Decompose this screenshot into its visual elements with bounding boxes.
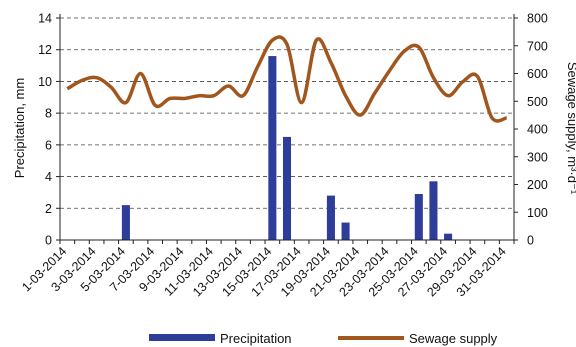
sewage-supply-line [66,35,508,123]
left-tick-label: 10 [38,75,52,89]
precipitation-bar [429,181,438,240]
right-tick-label: 500 [527,95,548,109]
right-tick-label: 800 [527,12,548,26]
right-tick-label: 400 [527,123,548,137]
right-axis-title: Sewage supply, m³·d⁻¹ [565,62,576,195]
sewage-supply-line-layer [66,35,508,123]
legend-swatch-precipitation [149,334,215,341]
left-tick-label: 0 [45,234,52,248]
left-tick-label: 6 [45,138,52,152]
left-tick-label: 2 [45,202,52,216]
left-axis-tick-labels: 0 2 4 6 8 10 12 14 [38,12,52,248]
right-tick-label: 700 [527,39,548,53]
precipitation-bar [282,136,292,240]
left-axis-title: Precipitation, mm [12,78,27,178]
left-tick-label: 8 [45,107,52,121]
left-tick-label: 4 [45,170,52,184]
precipitation-bar [414,194,423,240]
axes [56,14,518,244]
legend-label-precipitation: Precipitation [220,331,292,346]
right-tick-label: 300 [527,150,548,164]
precipitation-bar [341,222,350,240]
legend: Precipitation Sewage supply [149,331,498,346]
right-tick-label: 600 [527,67,548,81]
precipitation-bars [121,56,453,240]
right-tick-label: 100 [527,206,548,220]
right-tick-label: 200 [527,178,548,192]
legend-label-sewage-supply: Sewage supply [409,331,498,346]
right-tick-label: 0 [527,234,534,248]
left-tick-label: 12 [38,43,52,57]
precipitation-bar [326,195,335,240]
precipitation-bar [268,56,277,240]
precipitation-bar [121,205,130,240]
precipitation-bar [444,233,453,240]
right-axis-tick-labels: 0 100 200 300 400 500 600 700 800 [527,12,548,248]
left-tick-label: 14 [38,12,52,26]
x-axis-tick-labels: 1-03-20143-03-20145-03-20147-03-20149-03… [19,244,509,299]
